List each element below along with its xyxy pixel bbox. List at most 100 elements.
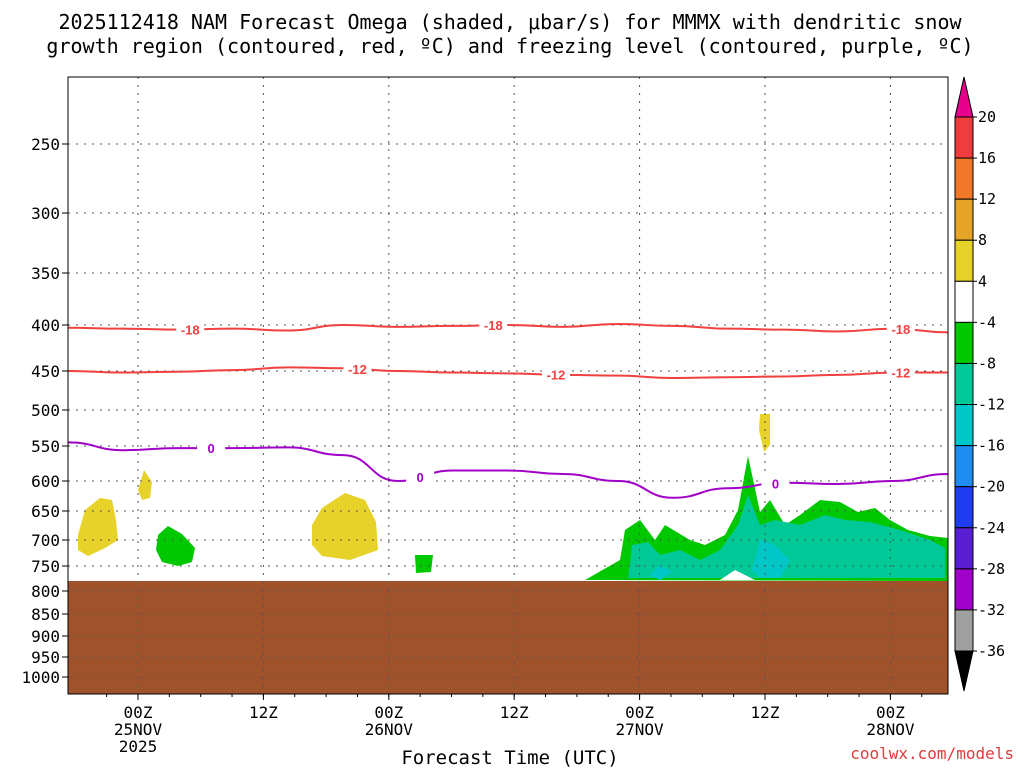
colorbar-bottom-arrow <box>954 650 974 692</box>
colorbar-label: 12 <box>978 190 996 208</box>
colorbar-segment <box>954 609 974 652</box>
omega-region-very-strong-ascent <box>650 565 672 580</box>
omega-region-ascent <box>415 555 433 573</box>
contour-label-bg <box>886 321 915 337</box>
y-tick-label: 650 <box>31 502 60 521</box>
y-tick-label: 400 <box>31 316 60 335</box>
colorbar-segment <box>954 321 974 364</box>
y-tick-label: 550 <box>31 437 60 456</box>
x-tick-label: 00Z <box>625 703 654 722</box>
colorbar-label: 4 <box>978 272 987 290</box>
colorbar-segment <box>954 280 974 323</box>
x-tick-label: 26NOV <box>365 720 414 739</box>
x-tick-label: 00Z <box>876 703 905 722</box>
contour-label: 0 <box>772 477 779 492</box>
contour-label: -12 <box>891 366 910 381</box>
contour-label-bg <box>343 360 372 376</box>
colorbar: 20 16 12 8 4 -4 -8 -12 -16 -20 -24 -28 -32 -36 <box>954 76 1005 692</box>
colorbar-segment <box>954 527 974 570</box>
contour-line <box>67 322 949 334</box>
colorbar-segment <box>954 157 974 200</box>
colorbar-label: -24 <box>978 519 1005 537</box>
colorbar-segment <box>954 239 974 282</box>
x-axis-label: Forecast Time (UTC) <box>401 747 618 768</box>
colorbar-label: -12 <box>978 396 1005 414</box>
colorbar-label: -28 <box>978 560 1005 578</box>
contour-label: -18 <box>484 318 503 333</box>
x-tick-label: 12Z <box>751 703 780 722</box>
omega-region-positive <box>78 498 118 556</box>
contour-label-bg <box>761 475 790 491</box>
colorbar-label: -4 <box>978 313 996 331</box>
colorbar-segment <box>954 486 974 529</box>
contour-label: 0 <box>208 441 215 456</box>
y-tick-label: 1000 <box>21 668 60 687</box>
omega-shading <box>78 414 948 581</box>
omega-region-very-strong-ascent <box>752 540 790 578</box>
contour-label: -12 <box>547 368 566 383</box>
contour-label-bg <box>197 440 226 456</box>
colorbar-segment <box>954 116 974 159</box>
chart-title-line1: 2025112418 NAM Forecast Omega (shaded, μ… <box>58 10 962 34</box>
chart-title-line2: growth region (contoured, red, ºC) and f… <box>46 34 973 58</box>
colorbar-segment <box>954 568 974 611</box>
plot-area: -18 -18 -18 -12 -12 -12 0 0 0 <box>67 76 949 695</box>
contour-label-bg <box>542 366 570 382</box>
contour-label-bg <box>886 364 915 380</box>
contour-label: -18 <box>181 322 200 337</box>
x-tick-label: 12Z <box>500 703 529 722</box>
colorbar-label: -20 <box>978 478 1005 496</box>
contour-label-bg <box>406 468 435 484</box>
colorbar-segment <box>954 362 974 406</box>
y-tick-label: 500 <box>31 401 60 420</box>
colorbar-label: 8 <box>978 231 987 249</box>
y-tick-label: 700 <box>31 531 60 550</box>
x-tick-label: 25NOV <box>114 720 163 739</box>
colorbar-label: 20 <box>978 108 996 126</box>
y-tick-label: 750 <box>31 557 60 576</box>
x-tick-label: 2025 <box>119 737 158 756</box>
y-tick-label: 800 <box>31 582 60 601</box>
omega-region-positive <box>759 414 770 452</box>
x-tick-label: 00Z <box>124 703 153 722</box>
colorbar-top-arrow <box>954 76 974 118</box>
x-tick-label: 00Z <box>374 703 403 722</box>
contour-label: -12 <box>348 362 367 377</box>
contour-label: -18 <box>891 322 910 337</box>
x-tick-label: 27NOV <box>616 720 665 739</box>
omega-region-strong-ascent <box>628 495 945 578</box>
colorbar-label: -8 <box>978 354 996 372</box>
x-tick-label: 12Z <box>249 703 278 722</box>
y-tick-label: 600 <box>31 472 60 491</box>
contour-line <box>67 366 948 380</box>
x-tick-label: 28NOV <box>866 720 915 739</box>
y-tick-label: 450 <box>31 362 60 381</box>
omega-region-positive <box>138 470 152 500</box>
contour-label-bg <box>176 321 205 337</box>
plot-frame <box>67 76 949 695</box>
y-axis-ticks: 250 300 350 400 450 500 550 600 650 700 750 800 850 9… <box>21 135 68 687</box>
y-tick-label: 900 <box>31 627 60 646</box>
colorbar-segment <box>954 198 974 241</box>
contour-label: 0 <box>417 470 424 485</box>
y-tick-label: 850 <box>31 605 60 624</box>
omega-region-positive <box>312 493 378 560</box>
colorbar-label: -32 <box>978 601 1005 619</box>
omega-region-ascent <box>156 526 195 566</box>
colorbar-label: 16 <box>978 149 996 167</box>
y-tick-label: 300 <box>31 204 60 223</box>
y-tick-label: 250 <box>31 135 60 154</box>
y-tick-label: 350 <box>31 264 60 283</box>
contour-label-bg <box>479 317 508 333</box>
colorbar-label: -16 <box>978 437 1005 455</box>
y-tick-label: 950 <box>31 648 60 667</box>
omega-region-neutral <box>720 570 755 580</box>
colorbar-segment <box>954 404 974 447</box>
credit-link[interactable]: coolwx.com/models <box>850 744 1014 763</box>
colorbar-label: -36 <box>978 642 1005 660</box>
contour-lines: -18 -18 -18 -12 -12 -12 0 0 0 <box>67 317 949 499</box>
terrain-below-surface <box>68 581 948 694</box>
colorbar-segment <box>954 445 974 488</box>
